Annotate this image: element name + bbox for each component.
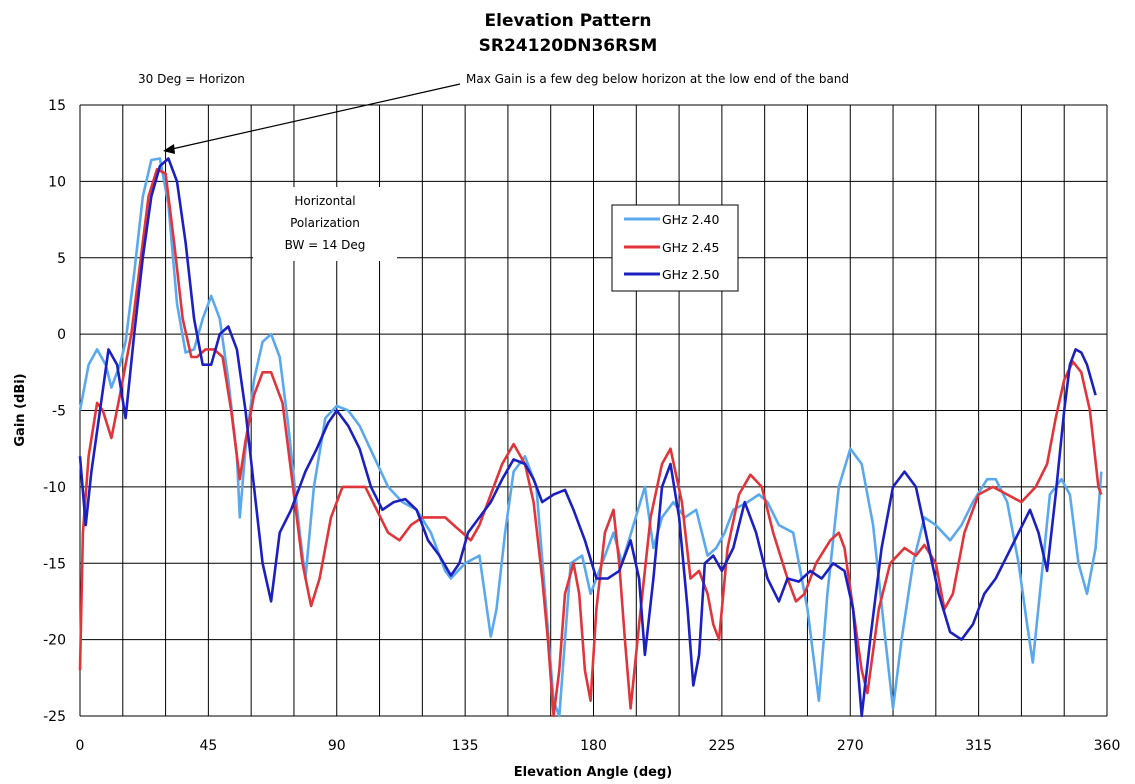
max-gain-annotation: Max Gain is a few deg below horizon at t…: [466, 72, 849, 86]
chart-title: Elevation Pattern: [485, 11, 652, 31]
y-tick-label: -20: [43, 633, 66, 649]
x-tick-label: 225: [709, 738, 736, 754]
series-line-250: [78, 157, 1097, 718]
y-tick-label: -5: [52, 404, 66, 420]
y-tick-label: -10: [43, 480, 66, 496]
legend-label-2-45: GHz 2.45: [662, 240, 719, 255]
x-tick-label: 360: [1094, 738, 1121, 754]
horizon-annotation: 30 Deg = Horizon: [138, 72, 245, 86]
y-tick-label: 15: [48, 98, 66, 114]
series-line-245: [78, 167, 1103, 718]
x-tick-label: 45: [199, 738, 217, 754]
x-tick-label: 90: [328, 738, 346, 754]
y-tick-label: 10: [48, 174, 66, 190]
x-tick-label: 315: [965, 738, 992, 754]
chart-subtitle: SR24120DN36RSM: [479, 36, 658, 56]
max-gain-arrow: [171, 83, 461, 150]
polarization-line3: BW = 14 Deg: [285, 238, 366, 252]
series-layer: [78, 157, 1103, 718]
legend-label-2-50: GHz 2.50: [662, 267, 719, 282]
y-tick-label: 0: [57, 327, 66, 343]
legend-label-2-40: GHz 2.40: [662, 212, 719, 227]
y-tick-label: -25: [43, 709, 66, 725]
polarization-line1: Horizontal: [294, 194, 355, 208]
y-axis-title: Gain (dBi): [13, 373, 28, 446]
x-tick-label: 270: [837, 738, 864, 754]
polarization-line2: Polarization: [290, 216, 360, 230]
series-line-240: [78, 157, 1103, 718]
polarization-annotation-box: [253, 187, 397, 261]
x-tick-label: 135: [452, 738, 479, 754]
y-tick-label: 5: [57, 251, 66, 267]
arrow-head: [163, 144, 175, 154]
x-tick-label: 0: [76, 738, 85, 754]
legend: GHz 2.40 GHz 2.45 GHz 2.50: [611, 204, 739, 292]
x-tick-label: 180: [580, 738, 607, 754]
grid-lines: [79, 104, 1108, 717]
x-axis-title: Elevation Angle (deg): [514, 765, 673, 780]
tick-labels: 0 45 90 135 180 225 270 315 360 15 10 5 0 -5 -10 -15 -20…: [43, 98, 1120, 754]
y-tick-label: -15: [43, 556, 66, 572]
